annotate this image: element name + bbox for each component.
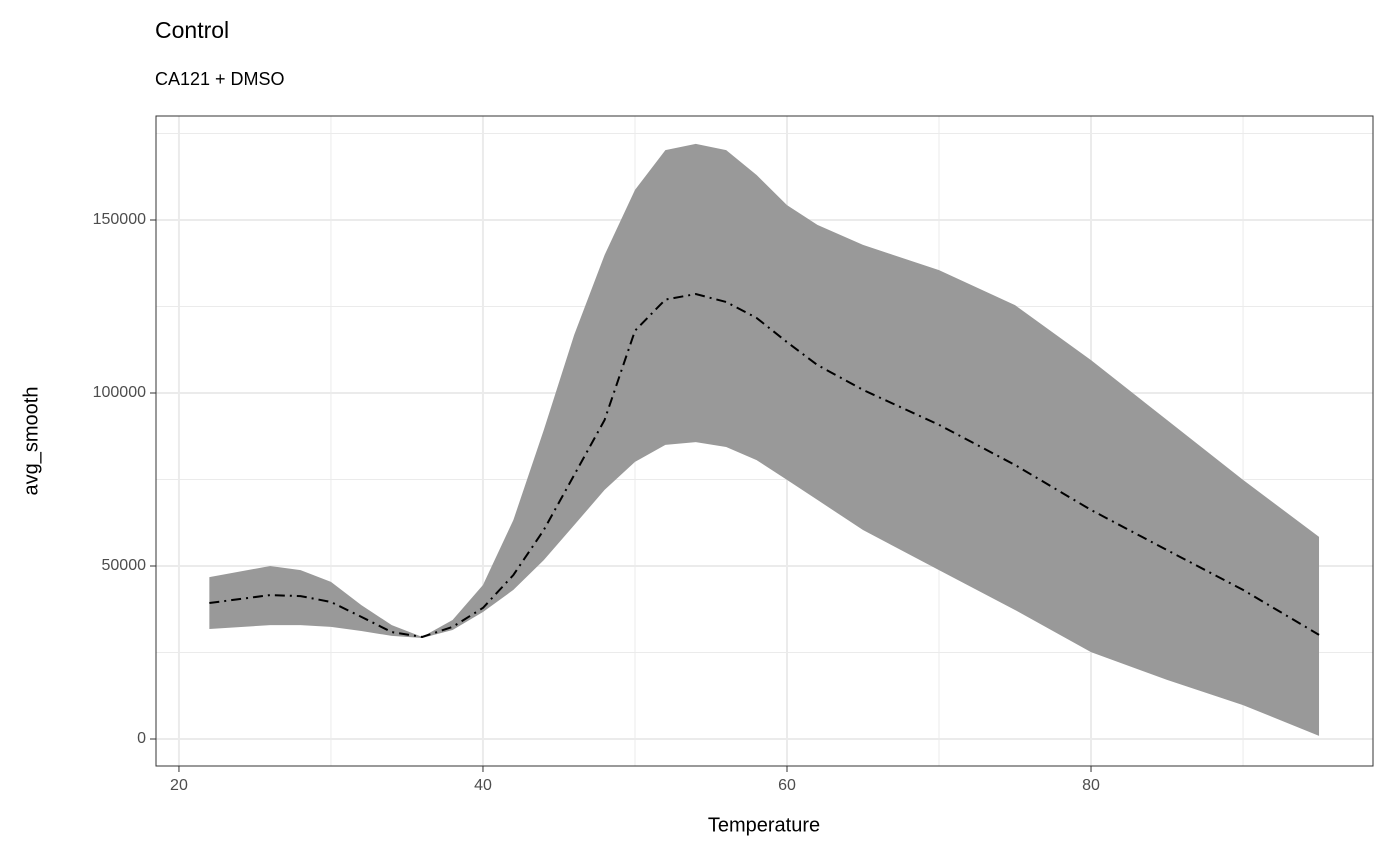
panel-border xyxy=(155,115,1374,767)
x-tick-label: 20 xyxy=(170,777,188,794)
chart-subtitle: CA121 + DMSO xyxy=(155,69,285,89)
x-tick-label: 40 xyxy=(474,777,492,794)
y-tick-label: 50000 xyxy=(102,557,147,574)
y-tick-label: 100000 xyxy=(93,384,146,401)
y-tick-label: 0 xyxy=(137,730,146,747)
x-axis-title: Temperature xyxy=(708,814,820,836)
x-tick-label: 60 xyxy=(778,777,796,794)
chart-title: Control xyxy=(155,17,229,43)
mean-line xyxy=(209,293,1320,638)
y-axis-title: avg_smooth xyxy=(20,387,42,496)
confidence-ribbon xyxy=(209,143,1320,736)
y-tick-label: 150000 xyxy=(93,211,146,228)
x-tick-label: 80 xyxy=(1082,777,1100,794)
